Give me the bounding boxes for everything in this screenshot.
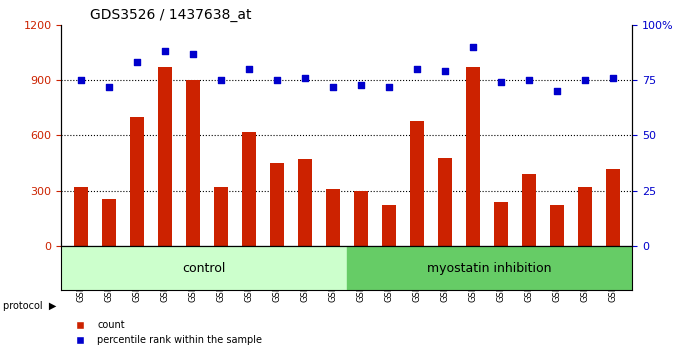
Point [216,77,226,83]
Point [467,44,478,50]
Point [271,77,282,83]
Point [551,88,562,94]
Bar [438,158,452,246]
Bar [130,117,143,246]
Bar [606,169,619,246]
Bar [298,159,312,246]
Bar [242,132,256,246]
Point [356,82,367,87]
Bar [578,187,592,246]
Point [411,66,422,72]
Bar [494,202,508,246]
Bar [270,163,284,246]
Bar [74,187,88,246]
Bar [158,67,172,246]
Bar [381,205,396,246]
Text: protocol  ▶: protocol ▶ [3,301,56,311]
Bar [522,174,536,246]
Bar [466,67,480,246]
Point [384,84,394,90]
Text: myostatin inhibition: myostatin inhibition [427,262,552,275]
Point [327,84,338,90]
Point [159,48,170,54]
Point [524,77,534,83]
Legend: count, percentile rank within the sample: count, percentile rank within the sample [66,316,266,349]
Point [439,68,450,74]
Bar [186,80,200,246]
Bar [214,187,228,246]
Point [75,77,86,83]
Point [243,66,254,72]
Bar [354,191,368,246]
Bar [61,246,347,290]
Point [607,75,618,81]
Point [579,77,590,83]
Bar [410,121,424,246]
Bar [326,189,340,246]
Bar [347,246,632,290]
Text: GDS3526 / 1437638_at: GDS3526 / 1437638_at [90,8,252,22]
Bar [102,199,116,246]
Point [495,80,506,85]
Point [131,59,142,65]
Text: control: control [182,262,226,275]
Bar [550,205,564,246]
Point [103,84,114,90]
Point [299,75,310,81]
Point [188,51,199,56]
